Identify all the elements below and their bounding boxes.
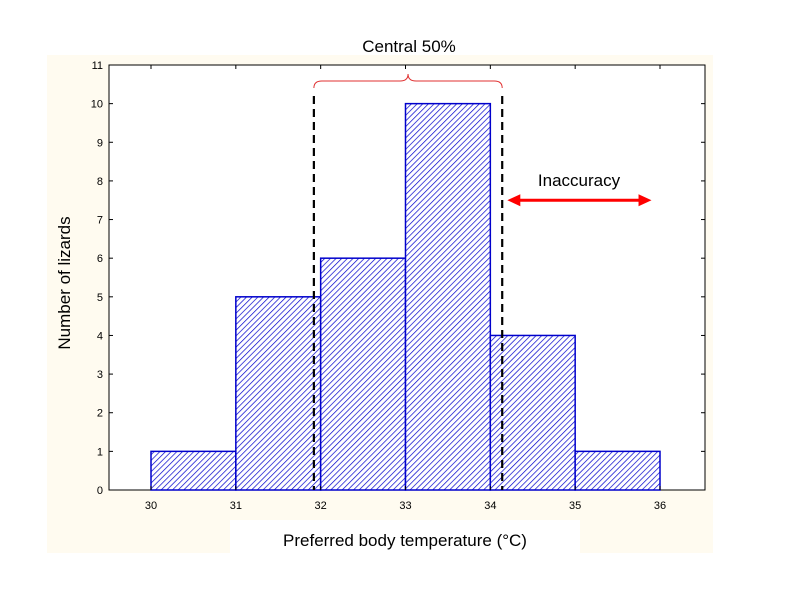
y-tick-label-10: 10: [91, 99, 103, 111]
bar-33-34: [404, 102, 492, 491]
inaccuracy-label: Inaccuracy: [538, 171, 621, 190]
x-tick-label-35: 35: [569, 500, 581, 512]
y-axis: 0 1 2 3 4 5 6 7 8 9 10 11: [91, 60, 705, 497]
y-tick-label-5: 5: [97, 292, 103, 304]
x-tick-label-30: 30: [145, 500, 157, 512]
y-tick-label-3: 3: [97, 369, 103, 381]
annotations-group: [312, 73, 652, 490]
bars-group: [150, 102, 661, 491]
y-tick-label-0: 0: [97, 485, 103, 497]
central-50-bracket: [313, 73, 503, 89]
y-tick-label-11: 11: [92, 60, 103, 72]
y-tick-label-6: 6: [97, 253, 103, 265]
y-tick-label-9: 9: [97, 137, 103, 149]
x-axis: 30 31 32 33 34 35 36: [145, 65, 666, 512]
central-50-label: Central 50%: [362, 37, 456, 56]
x-tick-label-34: 34: [484, 500, 496, 512]
bar-32-33: [319, 257, 407, 491]
y-axis-title: Number of lizards: [55, 216, 74, 349]
bar-34-35: [489, 334, 576, 491]
y-tick-label-4: 4: [97, 330, 103, 342]
y-tick-label-7: 7: [97, 215, 103, 227]
bar-35-36: [574, 450, 661, 491]
xlabel-box: [230, 520, 580, 553]
x-tick-label-32: 32: [315, 500, 327, 512]
y-tick-label-8: 8: [97, 176, 103, 188]
inaccuracy-arrow-head-right: [638, 194, 652, 207]
y-tick-label-2: 2: [97, 408, 103, 420]
bar-30-31: [150, 450, 237, 491]
x-tick-label-36: 36: [654, 500, 666, 512]
bar-31-32: [235, 296, 322, 491]
inaccuracy-arrow-head-left: [507, 194, 521, 207]
x-tick-label-31: 31: [230, 500, 242, 512]
y-tick-label-1: 1: [97, 446, 103, 458]
x-axis-title: Preferred body temperature (°C): [283, 531, 527, 550]
x-tick-label-33: 33: [399, 500, 411, 512]
